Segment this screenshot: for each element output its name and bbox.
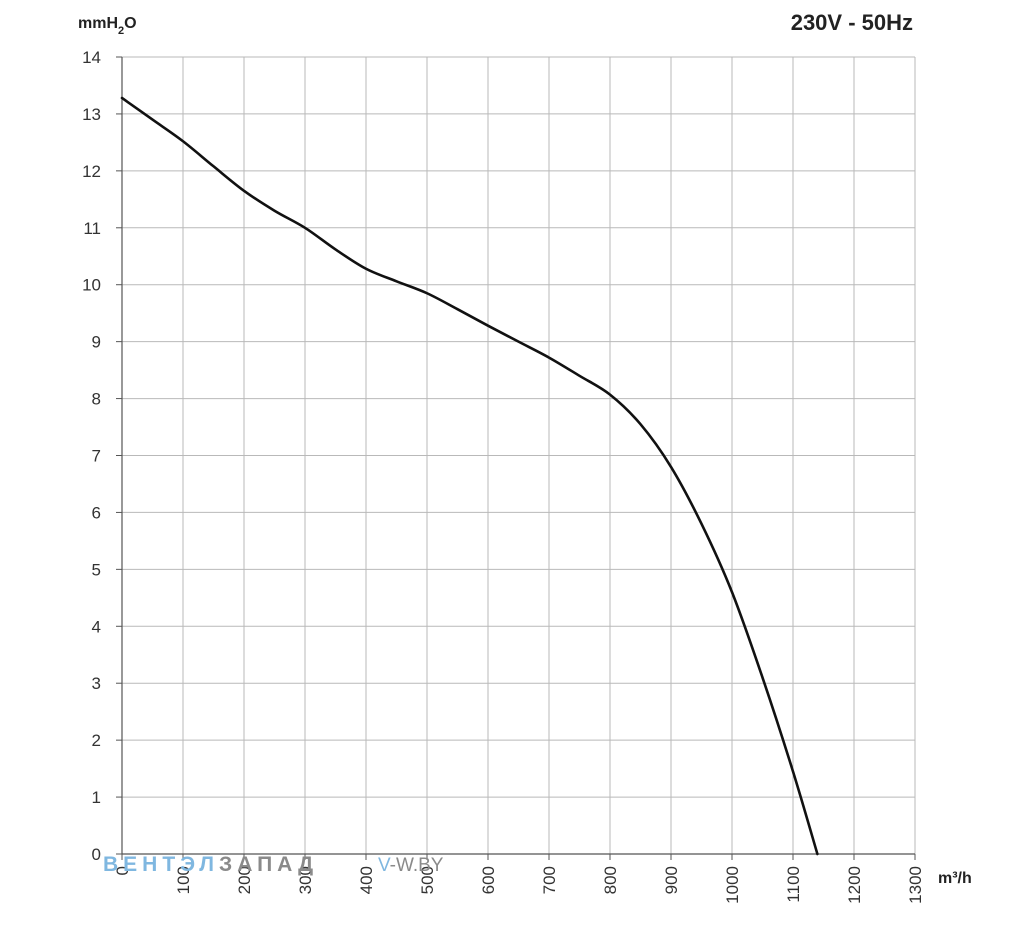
- chart-title: 230V - 50Hz: [791, 10, 913, 35]
- x-tick-label: 600: [479, 866, 498, 894]
- x-tick-label: 500: [418, 866, 437, 894]
- x-axis-unit-label: m³/h: [938, 870, 972, 887]
- y-tick-label: 0: [92, 845, 101, 864]
- x-tick-label: 200: [235, 866, 254, 894]
- x-tick-label: 1100: [784, 866, 803, 903]
- y-axis-unit-label: mmH2O: [78, 15, 137, 37]
- watermark: ВЕНТЭЛЗАПАД V-W.BY: [103, 853, 444, 876]
- x-tick-label: 100: [174, 866, 193, 894]
- y-tick-label: 6: [92, 503, 101, 522]
- y-tick-label: 11: [83, 219, 101, 238]
- y-tick-label: 4: [92, 617, 101, 636]
- x-axis-ticks: 0 100 200 300 400 500 600 700 800 900 1000 1100 1200…: [113, 854, 925, 904]
- x-tick-label: 1200: [845, 866, 864, 904]
- x-tick-label: 0: [113, 866, 132, 875]
- x-tick-label: 1000: [723, 866, 742, 904]
- y-tick-label: 12: [82, 162, 101, 181]
- x-tick-label: 300: [296, 866, 315, 894]
- chart-series: [120, 96, 819, 856]
- y-tick-label: 10: [82, 276, 101, 295]
- y-tick-label: 1: [92, 788, 101, 807]
- y-tick-label: 7: [92, 447, 101, 466]
- y-tick-label: 3: [92, 674, 101, 693]
- watermark-domain: V-W.BY: [378, 855, 444, 876]
- chart-grid: [122, 56, 916, 854]
- y-tick-label: 8: [92, 390, 101, 409]
- watermark-text: ВЕНТЭЛЗАПАД: [103, 853, 318, 876]
- y-tick-label: 9: [92, 333, 101, 352]
- x-tick-label: 700: [540, 866, 559, 894]
- y-tick-label: 5: [92, 560, 101, 579]
- performance-curve: [120, 96, 819, 856]
- y-tick-label: 2: [92, 731, 101, 750]
- x-tick-label: 800: [601, 866, 620, 894]
- y-tick-label: 14: [82, 48, 101, 67]
- y-tick-label: 13: [82, 105, 101, 124]
- x-tick-label: 1300: [906, 866, 925, 904]
- x-tick-label: 900: [662, 866, 681, 894]
- x-tick-label: 400: [357, 866, 376, 894]
